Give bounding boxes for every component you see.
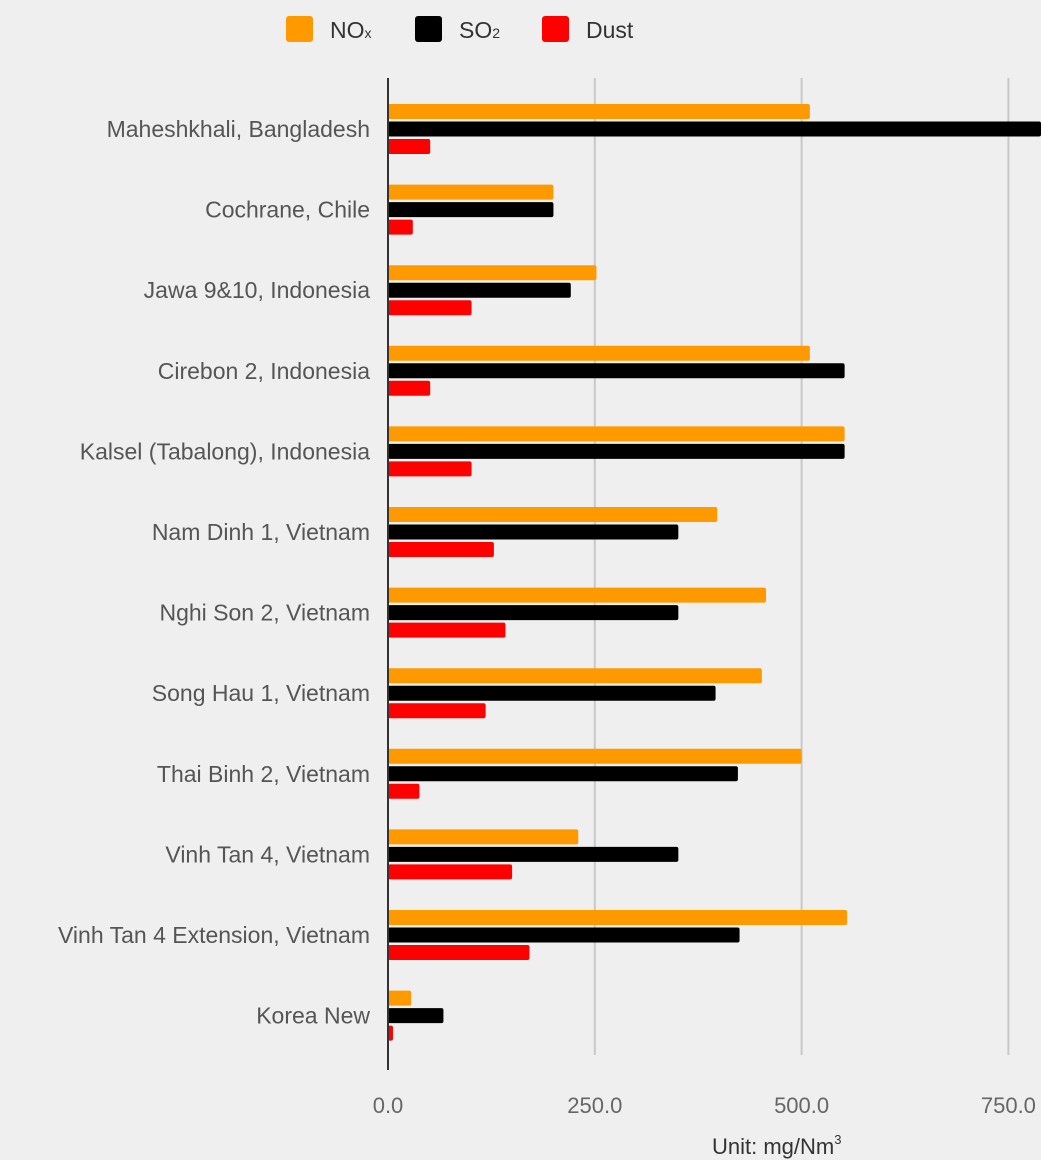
unit-main-text: Unit: mg/Nm	[712, 1134, 834, 1159]
bar-nox-1	[388, 184, 554, 200]
category-label-1: Cochrane, Chile	[205, 197, 370, 223]
bar-group-1	[388, 184, 554, 235]
bar-nox-10	[388, 910, 848, 925]
bar-group-5	[388, 507, 718, 557]
bar-dust-0	[388, 139, 431, 154]
bar-group-0	[388, 104, 1041, 154]
bar-group-2	[388, 265, 597, 316]
category-label-11: Korea New	[256, 1003, 370, 1029]
legend-item-nox: NOx	[286, 16, 372, 43]
bar-nox-6	[388, 587, 767, 603]
category-label-2: Jawa 9&10, Indonesia	[144, 277, 371, 303]
bar-dust-3	[388, 380, 431, 396]
bar-nox-3	[388, 345, 810, 361]
bar-so2-7	[388, 685, 716, 701]
category-label-5: Nam Dinh 1, Vietnam	[152, 519, 370, 545]
bar-group-8	[388, 748, 802, 799]
legend: NOx SO2 Dust	[286, 16, 634, 43]
category-label-8: Thai Binh 2, Vietnam	[157, 761, 370, 787]
bar-nox-0	[388, 104, 810, 119]
bar-group-3	[388, 345, 845, 396]
x-tick-label-0: 0.0	[373, 1093, 404, 1118]
bar-dust-11	[388, 1025, 393, 1041]
category-label-0: Maheshkhali, Bangladesh	[107, 116, 370, 142]
legend-swatch-nox	[286, 16, 313, 42]
x-tick-label-2: 500.0	[774, 1093, 829, 1118]
bar-so2-4	[388, 443, 845, 459]
bar-so2-11	[388, 1008, 444, 1024]
legend-item-so2: SO2	[415, 16, 500, 43]
x-tick-label-1: 250.0	[567, 1093, 622, 1118]
category-label-4: Kalsel (Tabalong), Indonesia	[80, 438, 370, 464]
bar-group-4	[388, 426, 845, 477]
bar-nox-4	[388, 426, 845, 442]
bar-group-6	[388, 587, 767, 638]
bar-nox-9	[388, 829, 579, 845]
legend-label-dust: Dust	[586, 17, 634, 43]
legend-label-so2: SO2	[459, 17, 500, 43]
bar-group-9	[388, 829, 679, 880]
bar-nox-11	[388, 990, 412, 1006]
bar-so2-0	[388, 121, 1041, 137]
category-label-3: Cirebon 2, Indonesia	[158, 358, 370, 384]
bar-dust-7	[388, 703, 486, 719]
bar-nox-7	[388, 668, 762, 684]
bar-dust-10	[388, 945, 530, 960]
bars	[388, 104, 1041, 1041]
bar-group-10	[388, 910, 848, 960]
bar-group-11	[388, 990, 444, 1041]
bar-so2-1	[388, 202, 554, 218]
bar-so2-5	[388, 524, 679, 540]
bar-dust-8	[388, 783, 420, 799]
category-label-10: Vinh Tan 4 Extension, Vietnam	[58, 922, 370, 948]
bar-so2-3	[388, 363, 845, 379]
bar-dust-1	[388, 219, 413, 235]
bar-dust-9	[388, 864, 513, 880]
x-tick-label-3: 750.0	[981, 1093, 1036, 1118]
bar-dust-4	[388, 461, 472, 477]
unit-superscript: 3	[834, 1132, 841, 1147]
bar-so2-8	[388, 766, 738, 782]
bar-dust-6	[388, 622, 506, 638]
category-label-7: Song Hau 1, Vietnam	[152, 680, 370, 706]
bar-so2-2	[388, 282, 571, 298]
legend-swatch-so2	[415, 16, 442, 42]
bar-so2-10	[388, 927, 740, 943]
legend-swatch-dust	[542, 16, 569, 42]
legend-item-dust: Dust	[542, 16, 634, 43]
x-tick-labels: 0.0 250.0 500.0 750.0	[373, 1093, 1036, 1118]
bar-nox-8	[388, 748, 802, 764]
category-label-6: Nghi Son 2, Vietnam	[159, 600, 370, 626]
bar-group-7	[388, 668, 762, 719]
bar-dust-5	[388, 542, 494, 557]
bar-nox-2	[388, 265, 597, 281]
bar-nox-5	[388, 507, 718, 522]
unit-label: Unit: mg/Nm3	[712, 1132, 841, 1159]
bar-so2-9	[388, 846, 679, 862]
legend-label-nox: NOx	[330, 17, 372, 43]
category-labels: Maheshkhali, Bangladesh Cochrane, Chile Ja…	[58, 116, 370, 1029]
grid-lines	[593, 78, 1010, 1055]
bar-dust-2	[388, 300, 472, 316]
bar-so2-6	[388, 605, 679, 621]
category-label-9: Vinh Tan 4, Vietnam	[165, 841, 370, 867]
